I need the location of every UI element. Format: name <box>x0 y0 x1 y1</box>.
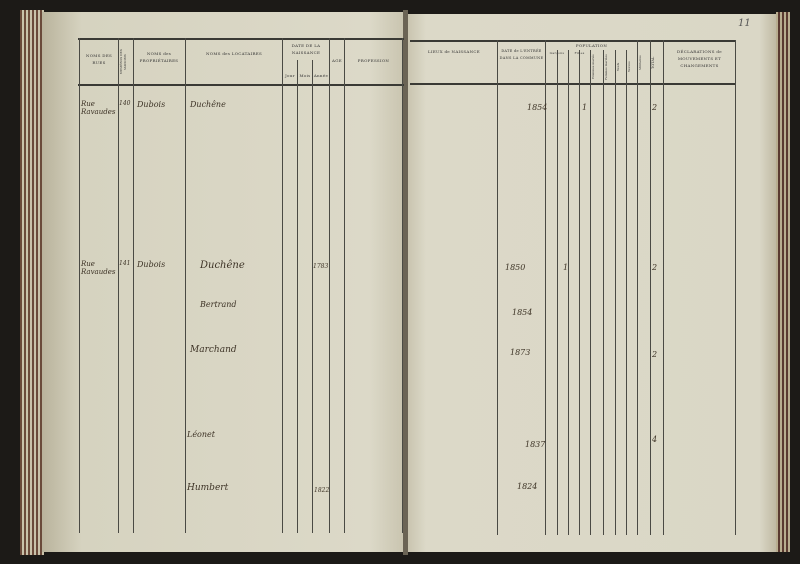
header-day: Jour <box>285 73 295 78</box>
header-owners: NOMS des PROPRIÉTAIRES <box>139 51 179 63</box>
entry-tenant: Humbert <box>187 483 229 493</box>
header-bottom-rule-right <box>410 83 735 85</box>
right-page <box>406 14 778 552</box>
column-rule <box>626 50 627 535</box>
column-rule <box>497 40 498 535</box>
header-birthplace: LIEUX de NAISSANCE <box>428 49 480 54</box>
header-house-no: NUMÉROS DES MAISONS <box>119 49 127 75</box>
header-girls: Filles <box>574 51 585 55</box>
header-age: AGE <box>332 58 342 63</box>
entry-owner: Dubois <box>137 260 166 269</box>
entry-house: 140 <box>119 100 131 107</box>
header-top-rule <box>78 38 404 40</box>
header-declarations: DÉCLARATIONS de MOUVEMENTS ET CHANGEMENT… <box>677 49 722 68</box>
entry-date: 1854 <box>512 308 533 317</box>
book-edge-right <box>776 12 790 552</box>
entry-tenant: Duchêne <box>200 260 245 271</box>
column-rule <box>590 50 591 535</box>
header-bottom-rule <box>78 84 404 86</box>
column-rule <box>329 38 330 533</box>
entry-year: 1783 <box>313 263 329 270</box>
header-entry-date: DATE de L'ENTRÉE DANS LA COMMUNE <box>499 49 544 60</box>
entry-house: 141 <box>119 260 131 267</box>
column-rule <box>79 38 80 533</box>
entry-date: 1854 <box>527 103 548 112</box>
column-rule <box>133 38 134 533</box>
column-rule <box>650 40 651 535</box>
column-rule <box>557 50 558 535</box>
column-rule <box>545 40 546 535</box>
column-rule <box>615 50 616 535</box>
book-edge-left <box>20 10 44 555</box>
entry-date: 1837 <box>525 440 546 449</box>
header-street: NOMS DES RUES <box>85 53 113 65</box>
header-month: Mois <box>299 73 311 78</box>
page-number: 11 <box>738 18 751 29</box>
header-year: Année <box>313 73 329 78</box>
column-rule <box>402 38 403 533</box>
column-rule <box>579 50 580 535</box>
entry-date: 1850 <box>505 263 526 272</box>
entry-count: 1 <box>582 103 588 112</box>
header-tenants: NOMS des LOCATAIRES <box>205 51 263 56</box>
column-rule <box>297 60 298 533</box>
entry-tenant: Marchand <box>190 345 237 355</box>
entry-date: 1873 <box>510 348 531 357</box>
entry-year: 1822 <box>314 487 330 494</box>
header-population: POPULATION <box>575 43 608 48</box>
column-rule <box>663 40 664 535</box>
entry-count: 1 <box>563 263 569 272</box>
header-military: Militaires <box>638 55 642 71</box>
column-rule <box>344 38 345 533</box>
column-rule <box>185 38 186 533</box>
header-married-women: Femmes mariées <box>604 54 608 80</box>
entry-tenant: Léonet <box>187 430 215 439</box>
column-rule <box>735 40 736 535</box>
header-top-rule-right <box>410 40 735 42</box>
entry-owner: Dubois <box>137 100 166 109</box>
column-rule <box>118 38 119 533</box>
column-rule <box>568 50 569 535</box>
entry-total: 4 <box>652 435 658 444</box>
entry-date: 1824 <box>517 482 538 491</box>
entry-total: 2 <box>652 350 658 359</box>
entry-street: Rue Ravaudes <box>81 100 116 116</box>
entry-street: Rue Ravaudes <box>81 260 116 276</box>
header-profession: PROFESSION <box>357 58 390 63</box>
book-gutter <box>403 10 408 555</box>
column-rule <box>637 40 638 535</box>
column-rule <box>282 38 283 533</box>
entry-tenant: Duchêne <box>190 100 226 109</box>
header-widows: Veuves <box>627 61 631 73</box>
entry-total: 2 <box>652 103 658 112</box>
header-boys: Garçons <box>549 51 565 55</box>
header-total: TOTAL <box>651 56 655 70</box>
entry-tenant: Bertrand <box>200 300 237 309</box>
entry-total: 2 <box>652 263 658 272</box>
header-birth-date: DATE DE LA NAISSANCE <box>291 43 321 55</box>
header-married-men: Hommes mariés <box>591 54 595 80</box>
column-rule <box>603 50 604 535</box>
left-page <box>42 12 406 552</box>
column-rule <box>312 60 313 533</box>
header-widowers: Veufs <box>616 62 620 72</box>
